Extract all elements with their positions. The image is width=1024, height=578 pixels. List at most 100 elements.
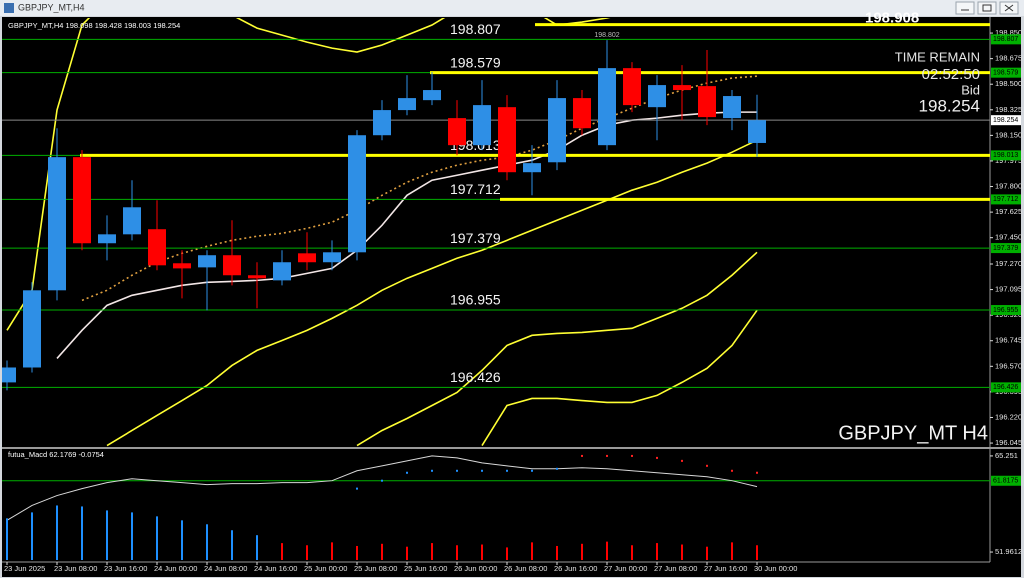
indicator-bar — [431, 543, 433, 560]
indicator-bar — [706, 546, 708, 560]
indicator-dot — [631, 454, 633, 457]
y-tick-label: 51.9612 — [995, 547, 1022, 556]
window-title: GBPJPY_MT,H4 — [18, 2, 85, 12]
level-tag-label: 198.807 — [993, 36, 1018, 43]
indicator-bar — [181, 520, 183, 560]
indicator-bar — [656, 543, 658, 560]
indicator-dot — [681, 459, 683, 462]
restore-icon — [982, 4, 992, 12]
x-tick-label: 26 Jun 08:00 — [504, 564, 547, 573]
level-label: 197.712 — [450, 181, 501, 197]
indicator-bar — [56, 505, 58, 560]
indicator-dot — [356, 487, 358, 490]
y-tick-label: 197.800 — [995, 182, 1022, 191]
candle-body — [548, 98, 566, 163]
candle-body — [523, 163, 541, 173]
candle-body — [448, 118, 466, 146]
candle-body — [348, 135, 366, 253]
indicator-bar — [506, 547, 508, 560]
indicator-dot — [756, 471, 758, 474]
chart-background — [2, 17, 1021, 577]
x-tick-label: 23 Jun 2025 — [4, 564, 45, 573]
indicator-bar — [81, 506, 83, 560]
candle-body — [2, 367, 16, 383]
time-remain-label: TIME REMAIN — [895, 49, 980, 64]
chart-header: GBPJPY_MT,H4 198.098 198.428 198.003 198… — [8, 21, 180, 30]
candle-body — [473, 105, 491, 146]
minimize-button[interactable] — [955, 1, 975, 15]
candle-body — [498, 107, 516, 173]
x-tick-label: 26 Jun 00:00 — [454, 564, 497, 573]
candle-body — [573, 98, 591, 129]
candle-body — [698, 86, 716, 118]
header-low: 198.003 — [124, 21, 151, 30]
title-bar — [0, 0, 1024, 16]
header-open: 198.098 — [66, 21, 93, 30]
indicator-dot — [381, 479, 383, 482]
indicator-dot — [581, 454, 583, 457]
app-icon — [4, 3, 14, 13]
indicator-level-label: 61.8175 — [993, 478, 1018, 485]
candle-body — [173, 263, 191, 269]
indicator-dot — [531, 469, 533, 472]
indicator-title: futua_Macd — [8, 450, 47, 459]
level-label: 196.955 — [450, 292, 501, 308]
candle-body — [48, 157, 66, 291]
candle-body — [73, 157, 91, 244]
indicator-level-tag — [991, 475, 1021, 486]
indicator-bar — [406, 546, 408, 560]
indicator-bar — [631, 545, 633, 560]
candle-body — [423, 90, 441, 101]
bid-tag — [991, 115, 1021, 126]
candle-body — [398, 98, 416, 111]
indicator-dot — [606, 454, 608, 457]
indicator-line — [6, 455, 758, 521]
indicator-bar — [131, 512, 133, 560]
x-tick-label: 23 Jun 08:00 — [54, 564, 97, 573]
candle-body — [123, 207, 141, 235]
level-tag — [991, 194, 1021, 205]
x-tick-label: 23 Jun 16:00 — [104, 564, 147, 573]
x-tick-label: 27 Jun 08:00 — [654, 564, 697, 573]
indicator-bar — [306, 545, 308, 560]
candle-body — [198, 255, 216, 268]
axes: 198.850 198.675 198.500 198.325 198.150 197.9… — [4, 10, 1022, 573]
indicator-dot — [706, 464, 708, 467]
y-tick-label: 197.625 — [995, 207, 1022, 216]
candle-body — [748, 120, 766, 143]
indicator-dot — [406, 471, 408, 474]
high-label: 198.802 — [594, 32, 619, 39]
y-tick-label: 198.150 — [995, 130, 1022, 139]
indicator-dot — [656, 456, 658, 459]
indicator-bar — [156, 516, 158, 560]
indicator-bar — [456, 545, 458, 560]
header-high: 198.428 — [95, 21, 122, 30]
y-tick-label: 198.675 — [995, 54, 1022, 63]
x-tick-label: 27 Jun 16:00 — [704, 564, 747, 573]
x-tick-label: 27 Jun 00:00 — [604, 564, 647, 573]
restore-button[interactable] — [977, 1, 997, 15]
indicator-dot — [506, 469, 508, 472]
candle-body — [723, 96, 741, 119]
level-tag — [991, 382, 1021, 393]
candle-body — [598, 68, 616, 146]
y-tick-label: 196.745 — [995, 336, 1022, 345]
candle-body — [248, 275, 266, 279]
level-label: 197.379 — [450, 230, 501, 246]
y-tick-label: 197.450 — [995, 233, 1022, 242]
level-tag — [991, 34, 1021, 45]
indicator-header: futua_Macd 62.1769 -0.0754 — [8, 450, 104, 459]
x-tick-label: 25 Jun 00:00 — [304, 564, 347, 573]
indicator-bar — [356, 545, 358, 560]
bid-label: Bid — [961, 82, 980, 97]
overlay-line — [56, 111, 757, 359]
x-tick-label: 30 Jun 00:00 — [754, 564, 797, 573]
y-tick-label: 196.045 — [995, 438, 1022, 447]
indicator-dot — [456, 469, 458, 472]
candle-body — [373, 110, 391, 136]
indicator-dot — [556, 467, 558, 470]
level-tag-label: 196.426 — [993, 384, 1018, 391]
level-tag — [991, 150, 1021, 161]
level-tag — [991, 305, 1021, 316]
candle-body — [148, 229, 166, 266]
